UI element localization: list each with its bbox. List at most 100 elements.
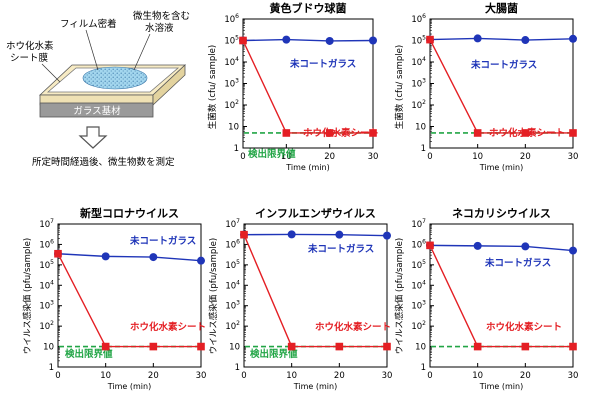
boron-hydride-sheet-point xyxy=(54,249,62,258)
y-tick-label: 1 xyxy=(49,363,54,373)
uncoated-glass-label: 未コートガラス xyxy=(484,257,551,269)
x-tick-label: 10 xyxy=(472,371,483,381)
x-tick-label: 30 xyxy=(196,371,207,381)
y-tick-exponent: 6 xyxy=(422,13,426,20)
y-tick-exponent: 4 xyxy=(422,56,426,63)
boron-hydride-sheet-line xyxy=(429,245,573,348)
y-axis-label: 生菌数 (cfu/ sample) xyxy=(207,45,218,129)
y-tick-label: 1 xyxy=(421,144,426,154)
y-tick-base: 10 xyxy=(225,220,236,230)
detection-limit-label: 検出限界値 xyxy=(250,348,298,360)
boron-hydride-sheet-point xyxy=(569,342,577,351)
y-tick-label: 107 xyxy=(411,218,426,230)
y-tick-label: 103 xyxy=(224,78,239,90)
uncoated-glass-point xyxy=(473,241,482,250)
y-tick-exponent: 5 xyxy=(50,259,54,266)
solution-label-1: 微生物を含む xyxy=(133,10,190,22)
x-tick-label: 20 xyxy=(148,371,159,381)
uncoated-glass-line xyxy=(242,38,374,42)
boron-hydride-sheet-point xyxy=(287,342,296,351)
y-tick-base: 10 xyxy=(225,302,236,312)
y-tick-label: 106 xyxy=(224,13,239,25)
y-tick-label: 105 xyxy=(411,259,426,271)
y-tick-exponent: 4 xyxy=(236,279,240,286)
y-tick-label: 102 xyxy=(411,99,426,111)
y-tick-base: 10 xyxy=(225,240,236,250)
y-tick-base: 10 xyxy=(224,37,235,47)
y-tick-label: 105 xyxy=(39,259,54,271)
x-tick-label: 20 xyxy=(520,152,531,162)
chart-title: 大腸菌 xyxy=(485,1,518,15)
y-tick-label: 10 xyxy=(415,343,426,353)
substrate-block xyxy=(39,102,154,118)
y-tick-base: 10 xyxy=(39,281,50,291)
y-tick-label: 10 xyxy=(415,123,426,133)
film-label: フィルム密着 xyxy=(60,18,117,30)
uncoated-glass-point xyxy=(101,252,110,261)
chart-title: ネコカリシウイルス xyxy=(452,207,551,220)
y-tick-label: 10 xyxy=(229,343,240,353)
x-tick-label: 10 xyxy=(472,152,483,162)
drop-solution xyxy=(82,66,148,90)
x-tick-label: 20 xyxy=(324,152,335,162)
y-tick-base: 10 xyxy=(411,302,422,312)
y-tick-exponent: 2 xyxy=(422,320,426,327)
y-tick-base: 10 xyxy=(39,322,50,332)
x-tick-label: 30 xyxy=(568,371,579,381)
y-tick-base: 10 xyxy=(39,261,50,271)
y-tick-exponent: 4 xyxy=(235,56,239,63)
y-tick-exponent: 4 xyxy=(422,279,426,286)
uncoated-glass-line xyxy=(429,244,574,252)
uncoated-glass-line xyxy=(243,233,388,237)
y-tick-base: 10 xyxy=(411,240,422,250)
substrate-label: ガラス基材 xyxy=(73,105,121,117)
y-tick-label: 107 xyxy=(39,218,54,230)
y-tick-exponent: 5 xyxy=(422,35,426,42)
sheet-label-2: シート膜 xyxy=(10,53,49,64)
y-axis-label: 生菌数 (cfu/ sample) xyxy=(394,45,405,129)
solution-label-2: 水溶液 xyxy=(145,22,174,34)
detection-limit-label: 検出限界値 xyxy=(248,148,296,160)
y-tick-label: 106 xyxy=(411,238,426,250)
boron-hydride-sheet-label: ホウ化水素シート xyxy=(486,321,562,333)
x-axis-label: Time (min) xyxy=(479,382,523,391)
y-tick-label: 106 xyxy=(411,13,426,25)
y-axis-label: ウイルス感染価 (pfu/sample) xyxy=(208,238,219,354)
y-tick-label: 106 xyxy=(225,238,240,250)
uncoated-glass-label: 未コートガラス xyxy=(307,243,374,255)
plot-frame xyxy=(57,223,202,368)
boron-hydride-sheet-label: ホウ化水素シート xyxy=(130,321,206,333)
uncoated-glass-point xyxy=(282,35,291,44)
uncoated-glass-point xyxy=(521,242,530,251)
boron-hydride-sheet-line xyxy=(429,39,573,134)
y-tick-exponent: 5 xyxy=(236,259,240,266)
boron-hydride-sheet-point xyxy=(369,129,377,137)
y-tick-base: 10 xyxy=(411,261,422,271)
x-axis-label: Time (min) xyxy=(285,163,329,172)
y-tick-label: 104 xyxy=(411,56,426,68)
x-tick-label: 10 xyxy=(286,371,297,381)
uncoated-glass-point xyxy=(149,253,158,262)
x-tick-label: 0 xyxy=(240,152,245,162)
boron-hydride-sheet-point xyxy=(521,342,530,351)
y-tick-exponent: 3 xyxy=(235,78,239,85)
y-tick-label: 102 xyxy=(225,320,240,332)
y-tick-exponent: 3 xyxy=(422,300,426,307)
plot-frame xyxy=(243,223,388,368)
y-tick-base: 10 xyxy=(411,80,422,90)
boron-hydride-sheet-point xyxy=(335,342,344,351)
x-tick-label: 0 xyxy=(55,371,60,381)
boron-hydride-sheet-point xyxy=(325,129,334,137)
x-tick-label: 0 xyxy=(427,152,432,162)
y-tick-base: 10 xyxy=(225,322,236,332)
y-tick-exponent: 7 xyxy=(422,218,426,225)
boron-hydride-sheet-label: ホウ化水素シート xyxy=(315,321,391,333)
y-tick-exponent: 4 xyxy=(50,279,54,286)
x-axis-label: Time (min) xyxy=(107,382,151,391)
x-tick-label: 0 xyxy=(241,371,246,381)
boron-hydride-sheet-point xyxy=(473,342,482,351)
x-tick-label: 10 xyxy=(281,152,292,162)
